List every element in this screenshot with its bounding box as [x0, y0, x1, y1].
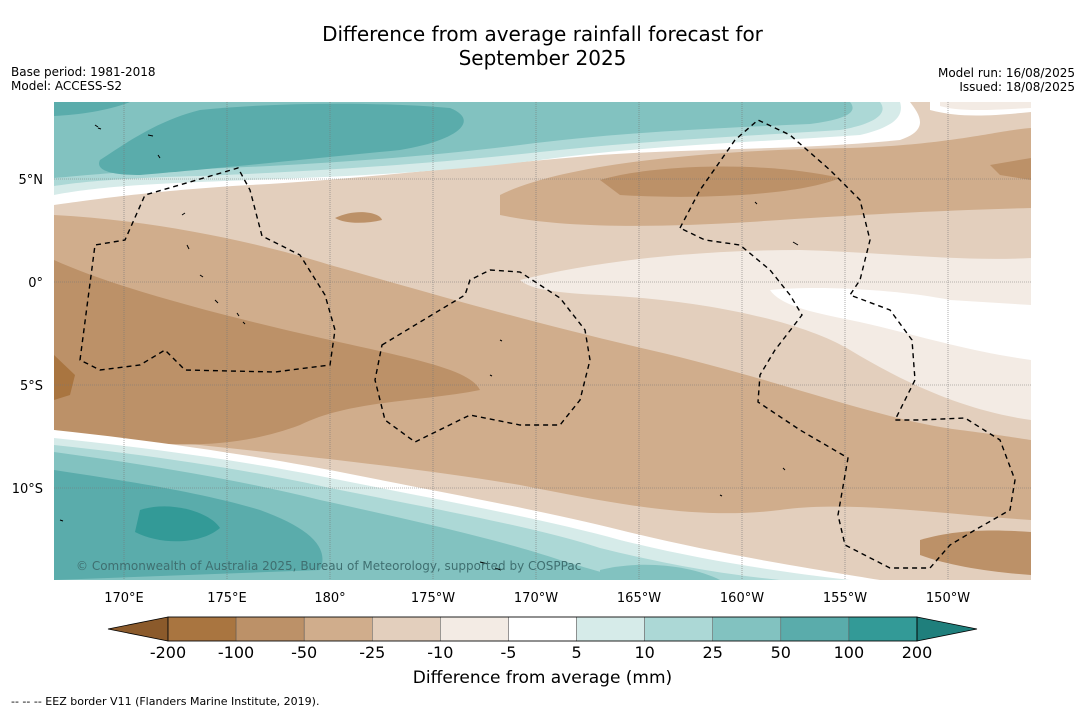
colorbar-segment: [508, 616, 577, 642]
colorbar-segment: [372, 616, 441, 642]
colorbar-tick-label: -50: [291, 643, 318, 662]
colorbar-segment: [780, 616, 850, 642]
meta-left: Base period: 1981-2018 Model: ACCESS-S2: [11, 65, 156, 93]
title-line-1: Difference from average rainfall forecas…: [322, 22, 763, 46]
lon-label-150w: 150°W: [926, 591, 970, 606]
colorbar-tick-label: 200: [901, 643, 933, 662]
lat-label-5n: 5°N: [19, 173, 44, 188]
lon-label-160w: 160°W: [720, 591, 764, 606]
lon-labels: 170°E 175°E 180° 175°W 170°W 165°W 160°W…: [104, 591, 970, 606]
colorbar-tick-label: 5: [571, 643, 582, 662]
colorbar-segment: [576, 616, 645, 642]
colorbar-arrow-high: [916, 616, 978, 642]
graticule: [54, 102, 1031, 580]
copyright-credit: © Commonwealth of Australia 2025, Bureau…: [76, 559, 581, 573]
lat-label-0: 0°: [28, 276, 43, 291]
colorbar-segment: [644, 616, 713, 642]
colorbar-segment: [235, 616, 305, 642]
lon-label-165w: 165°W: [617, 591, 661, 606]
issued-date: Issued: 18/08/2025: [959, 80, 1075, 94]
model-name: Model: ACCESS-S2: [11, 79, 123, 93]
colorbar-segment: [440, 616, 509, 642]
lon-label-170w: 170°W: [514, 591, 558, 606]
map-field: [54, 102, 1031, 580]
title-line-2: September 2025: [458, 46, 627, 70]
colorbar-segment: [848, 616, 918, 642]
colorbar-tick-label: 25: [702, 643, 723, 662]
colorbar-tick-label: 50: [770, 643, 791, 662]
lon-label-170e: 170°E: [104, 591, 144, 606]
colorbar: [107, 616, 978, 642]
colorbar-tick-label: -5: [500, 643, 517, 662]
model-run: Model run: 16/08/2025: [937, 66, 1075, 80]
lat-labels: 5°N 0° 5°S 10°S: [12, 173, 43, 497]
colorbar-segment: [167, 616, 237, 642]
lat-label-10s: 10°S: [12, 482, 43, 497]
meta-right: Model run: 16/08/2025 Issued: 18/08/2025: [938, 66, 1075, 94]
eez-borders: [79, 119, 1016, 569]
lon-label-175e: 175°E: [207, 591, 247, 606]
lon-label-155w: 155°W: [823, 591, 867, 606]
colorbar-tick-label: -10: [427, 643, 454, 662]
colorbar-segment: [303, 616, 373, 642]
colorbar-outline: [167, 616, 918, 642]
colorbar-tick-label: 10: [634, 643, 655, 662]
lat-label-5s: 5°S: [20, 379, 43, 394]
colorbar-title: Difference from average (mm): [412, 668, 673, 688]
lon-label-175w: 175°W: [411, 591, 455, 606]
colorbar-tick-label: 100: [833, 643, 865, 662]
colorbar-tick-label: -100: [217, 643, 255, 662]
islands: [59, 124, 799, 571]
colorbar-segment: [712, 616, 782, 642]
base-period: Base period: 1981-2018: [11, 65, 156, 79]
colorbar-tick-label: -25: [359, 643, 386, 662]
lon-label-180: 180°: [314, 591, 345, 606]
colorbar-tick-label: -200: [149, 643, 187, 662]
eez-legend-note: -- -- -- EEZ border V11 (Flanders Marine…: [11, 695, 320, 708]
colorbar-arrow-low: [107, 616, 169, 642]
map-title: Difference from average rainfall forecas…: [0, 22, 1085, 70]
